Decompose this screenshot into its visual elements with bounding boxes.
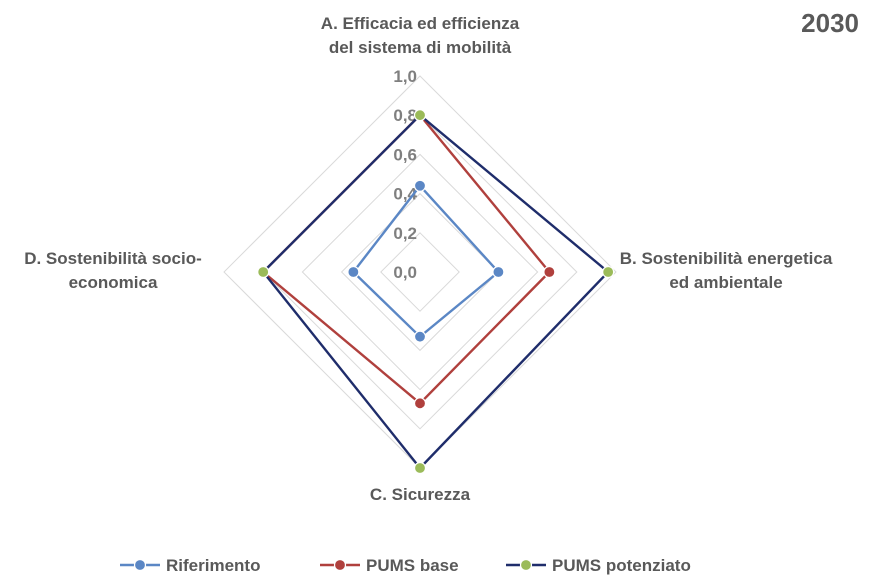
data-point-marker <box>257 265 270 279</box>
axis-label: C. Sicurezza <box>370 485 471 504</box>
series-pums-potenziato <box>257 109 615 475</box>
radial-tick-label: 0,4 <box>393 185 417 204</box>
series-line <box>351 183 501 339</box>
data-point-marker <box>413 461 427 475</box>
legend-label: PUMS base <box>366 556 459 575</box>
axis-label-line: D. Sostenibilità socio- <box>24 249 202 268</box>
axis-label-line: economica <box>69 273 158 292</box>
grid-ring <box>380 232 460 312</box>
radial-tick-label: 0,8 <box>393 106 417 125</box>
legend-item: PUMS base <box>320 556 459 575</box>
axis-label-line: del sistema di mobilità <box>329 38 512 57</box>
radial-tick-label: 0,6 <box>393 145 417 164</box>
grid-ring <box>340 192 500 352</box>
data-point-marker <box>413 330 427 343</box>
data-point-marker <box>413 397 427 410</box>
data-point-marker <box>347 265 360 279</box>
legend-label: Riferimento <box>166 556 260 575</box>
legend-label: PUMS potenziato <box>552 556 691 575</box>
axis-label-line: C. Sicurezza <box>370 485 471 504</box>
grid-ring <box>262 114 578 430</box>
axis-label-line: ed ambientale <box>669 273 782 292</box>
data-point-marker <box>543 265 556 279</box>
radial-tick-label: 0,0 <box>393 263 417 282</box>
corner-title: 2030 <box>801 8 859 38</box>
legend-marker <box>333 558 347 572</box>
legend-item: Riferimento <box>120 556 260 575</box>
legend: Riferimento PUMS base PUMS potenziato <box>120 556 691 575</box>
legend-item: PUMS potenziato <box>506 556 691 575</box>
series-group <box>257 109 615 475</box>
axis-label: B. Sostenibilità energetica ed ambientale <box>620 249 833 292</box>
data-point-marker <box>413 179 427 192</box>
series-line <box>261 113 610 470</box>
axis-label-line: B. Sostenibilità energetica <box>620 249 833 268</box>
axis-label-line: A. Efficacia ed efficienza <box>321 14 520 33</box>
axis-labels: A. Efficacia ed efficienza del sistema di… <box>24 14 833 504</box>
legend-marker <box>519 558 533 572</box>
axis-label: D. Sostenibilità socio-economica <box>24 249 202 292</box>
radial-tick-labels: 0,0 0,2 0,4 0,6 0,8 1,0 <box>393 67 417 282</box>
data-point-marker <box>602 265 615 279</box>
axis-label: A. Efficacia ed efficienza del sistema di… <box>321 14 520 57</box>
data-point-marker <box>492 265 505 279</box>
grid-ring <box>301 153 539 391</box>
radial-tick-label: 1,0 <box>393 67 417 86</box>
legend-marker <box>133 558 147 572</box>
radial-tick-label: 0,2 <box>393 224 417 243</box>
series-riferimento <box>347 179 505 343</box>
data-point-marker <box>413 109 427 122</box>
